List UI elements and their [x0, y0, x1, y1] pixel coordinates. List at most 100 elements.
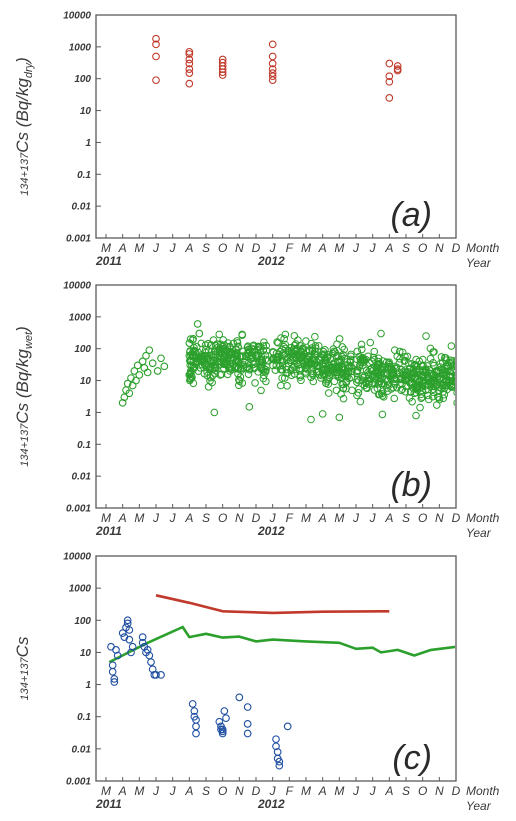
cloud-point-b-366 [458, 378, 465, 385]
month-label-c-10: J [269, 784, 277, 798]
cloud-point-b-757 [456, 378, 463, 385]
month-label-b-1: A [118, 511, 127, 525]
month-axis-name-b: Month [466, 511, 500, 525]
outlier-point-b-7 [377, 329, 385, 338]
data-point-a-14 [218, 65, 227, 73]
ylabel-prefix-a: 134+137 [19, 152, 31, 196]
cloud-point-b-798 [463, 360, 470, 367]
month-label-a-18: S [402, 241, 410, 255]
ytick-label-a-7: 10000 [63, 11, 91, 22]
cloud-point-b-479 [301, 368, 310, 376]
cloud-point-b-1002 [404, 359, 413, 368]
month-label-c-16: J [369, 784, 377, 798]
month-label-a-15: J [352, 241, 360, 255]
cloud-point-b-1018 [229, 339, 238, 348]
data-point-a-27 [385, 94, 394, 102]
data-point-c-13 [125, 635, 134, 644]
month-label-c-3: J [152, 784, 160, 798]
data-point-b-13 [142, 351, 150, 360]
cloud-point-b-893 [457, 366, 464, 373]
month-label-b-17: A [384, 511, 393, 525]
cloud-point-b-934 [262, 341, 271, 350]
month-label-c-2: M [134, 784, 144, 798]
ytick-label-b-5: 100 [74, 344, 91, 355]
month-label-c-8: N [235, 784, 244, 798]
cloud-point-b-535 [460, 376, 467, 383]
month-label-c-7: O [218, 784, 227, 798]
cloud-point-b-961 [377, 379, 386, 388]
ylabel-main-a: Cs (Bq/kg [13, 78, 32, 153]
data-point-b-14 [143, 368, 152, 377]
month-label-a-19: O [418, 241, 427, 255]
outlier-point-b-6 [466, 416, 473, 423]
cloud-point-b-748 [315, 355, 323, 364]
cloud-point-b-553 [369, 366, 377, 375]
cloud-point-b-917 [415, 381, 424, 390]
cloud-point-b-892 [434, 393, 442, 401]
cloud-point-b-945 [186, 369, 195, 378]
ylabel-sub-a: dry [23, 61, 35, 78]
cloud-point-b-992 [211, 366, 220, 375]
data-point-c-2 [108, 667, 117, 676]
cloud-point-b-133 [458, 359, 465, 366]
ylabel-main-b: Cs (Bq/kg [13, 348, 32, 423]
data-point-b-19 [160, 362, 169, 371]
cloud-point-b-745 [249, 360, 258, 369]
cloud-point-b-145 [387, 385, 395, 393]
cloud-point-b-429 [390, 346, 399, 354]
cloud-point-b-886 [286, 356, 295, 364]
cloud-point-b-689 [449, 380, 455, 388]
month-label-a-0: M [101, 241, 111, 255]
data-point-c-16 [138, 633, 147, 641]
month-label-a-4: J [169, 241, 177, 255]
data-point-c-51 [283, 722, 292, 731]
data-point-a-19 [268, 59, 277, 68]
data-point-b-7 [130, 367, 139, 375]
cloud-point-b-381 [375, 390, 384, 399]
cloud-point-b-474 [465, 387, 472, 394]
cloud-point-b-912 [332, 386, 341, 395]
cloud-point-b-824 [239, 347, 248, 356]
cloud-point-b-586 [303, 365, 312, 374]
month-label-b-18: S [402, 511, 410, 525]
outlier-point-b-3 [318, 410, 327, 418]
data-point-b-16 [148, 359, 157, 368]
month-label-a-9: D [252, 241, 261, 255]
plot-frame-a [95, 14, 457, 239]
ytick-label-a-5: 100 [74, 74, 91, 85]
y-axis-label-a: 134+137Cs (Bq/kgdry) [13, 57, 35, 196]
cloud-point-b-73 [456, 364, 463, 371]
cloud-point-b-983 [334, 364, 342, 373]
cloud-point-b-415 [238, 330, 246, 339]
cloud-point-b-1011 [429, 359, 437, 367]
plot-area-c [107, 594, 455, 770]
cloud-point-b-705 [456, 382, 463, 389]
month-label-a-20: N [435, 241, 444, 255]
cloud-point-b-150 [458, 370, 465, 377]
data-point-a-23 [268, 76, 277, 85]
cloud-point-b-1013 [214, 343, 222, 352]
cloud-point-b-299 [262, 346, 271, 355]
month-label-a-11: F [286, 241, 294, 255]
cloud-point-b-113 [464, 371, 471, 378]
month-label-b-5: A [184, 511, 193, 525]
year-label-c-1: 2012 [257, 797, 285, 811]
cloud-point-b-821 [368, 379, 376, 388]
data-point-b-3 [123, 379, 132, 388]
month-label-a-12: M [301, 241, 311, 255]
data-point-c-40 [222, 714, 230, 723]
cloud-point-b-385 [277, 381, 285, 390]
cloud-point-b-981 [461, 379, 468, 386]
data-point-c-17 [138, 638, 147, 647]
data-point-a-30 [393, 66, 402, 75]
cloud-point-b-841 [287, 343, 296, 352]
month-label-b-15: J [352, 511, 360, 525]
data-point-c-12 [125, 626, 134, 634]
cloud-point-b-610 [261, 351, 270, 359]
cloud-point-b-829 [311, 342, 320, 350]
cloud-point-b-941 [348, 386, 356, 395]
data-point-c-10 [123, 616, 132, 625]
cloud-point-b-786 [296, 371, 305, 380]
cloud-point-b-1010 [203, 352, 211, 361]
y-axis-label-c: 134+137Cs [13, 636, 32, 700]
